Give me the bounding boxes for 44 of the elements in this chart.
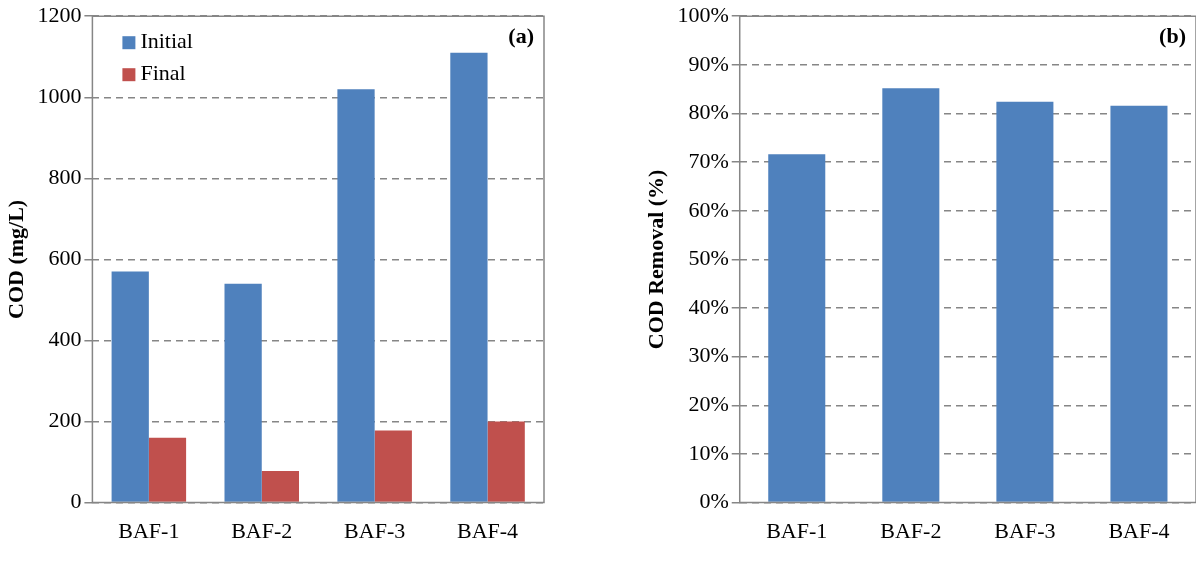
bar: [224, 283, 262, 502]
y-tick-label: 400: [48, 326, 82, 352]
y-tick-label: 50%: [688, 245, 729, 271]
bar: [374, 430, 412, 502]
y-tick-label: 60%: [688, 196, 729, 222]
y-tick-label: 800: [48, 164, 82, 190]
y-tick-label: 30%: [688, 342, 729, 368]
y-tick-label: 1200: [37, 1, 82, 27]
x-tick-label: BAF-1: [118, 517, 180, 543]
y-tick-label: 70%: [688, 147, 729, 173]
x-tick-label: BAF-4: [456, 517, 519, 543]
bar: [261, 470, 300, 502]
y-tick-label: 1000: [37, 83, 82, 109]
annotation: (b): [1159, 22, 1186, 48]
x-tick-label: BAF-3: [994, 517, 1056, 543]
bar: [487, 421, 525, 502]
y-tick-label: 600: [48, 245, 82, 271]
x-tick-label: BAF-2: [231, 517, 293, 543]
bar: [1110, 105, 1168, 502]
x-tick-label: BAF-4: [1108, 517, 1170, 543]
annotation: (a): [508, 22, 534, 48]
legend-label: Final: [140, 59, 186, 85]
legend-label: Initial: [140, 27, 193, 53]
y-tick-label: 200: [48, 407, 82, 433]
x-tick-label: BAF-3: [344, 517, 406, 543]
bar: [768, 154, 826, 502]
y-tick-label: 40%: [688, 293, 729, 319]
bar: [111, 271, 149, 502]
y-tick-label: 80%: [688, 99, 729, 125]
y-tick-label: 10%: [688, 439, 729, 465]
bar: [450, 52, 488, 502]
y-tick-label: 90%: [688, 50, 729, 76]
bar: [337, 89, 375, 502]
y-tick-label: 0: [70, 488, 82, 514]
y-tick-label: 0%: [699, 488, 729, 514]
y-tick-label: 100%: [677, 1, 729, 27]
bar: [996, 101, 1054, 502]
y-axis-title: COD (mg/L): [2, 199, 28, 319]
bar: [882, 88, 940, 502]
y-tick-label: 20%: [688, 391, 729, 417]
y-axis-title: COD Removal (%): [642, 169, 668, 350]
bar: [148, 437, 187, 502]
x-tick-label: BAF-1: [766, 517, 828, 543]
x-tick-label: BAF-2: [880, 517, 942, 543]
